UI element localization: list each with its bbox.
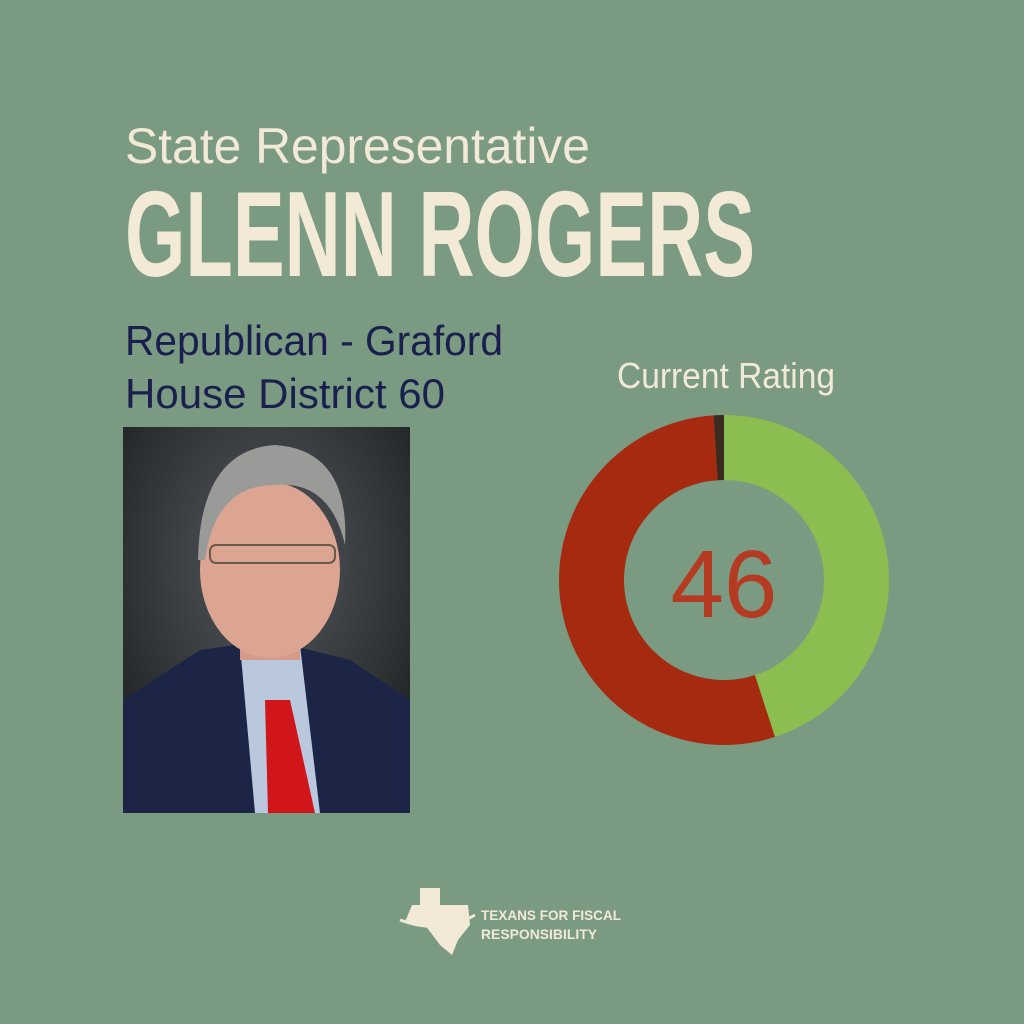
name: GLENN ROGERS (125, 166, 755, 302)
subtitle: State Representative (125, 118, 590, 174)
logo-text: RESPONSIBILITY (481, 926, 598, 942)
portrait (123, 427, 410, 813)
rating-value: 46 (671, 531, 778, 638)
logo-text: TEXANS FOR FISCAL (481, 907, 621, 923)
donut-segment (724, 415, 889, 737)
chart-title: Current Rating (617, 355, 835, 396)
district: House District 60 (125, 370, 445, 417)
donut-segment (559, 415, 775, 745)
donut-segment (713, 415, 724, 481)
logo: TEXANS FOR FISCAL RESPONSIBILITY (399, 888, 621, 955)
party-city: Republican - Graford (125, 317, 503, 364)
donut (559, 415, 889, 745)
